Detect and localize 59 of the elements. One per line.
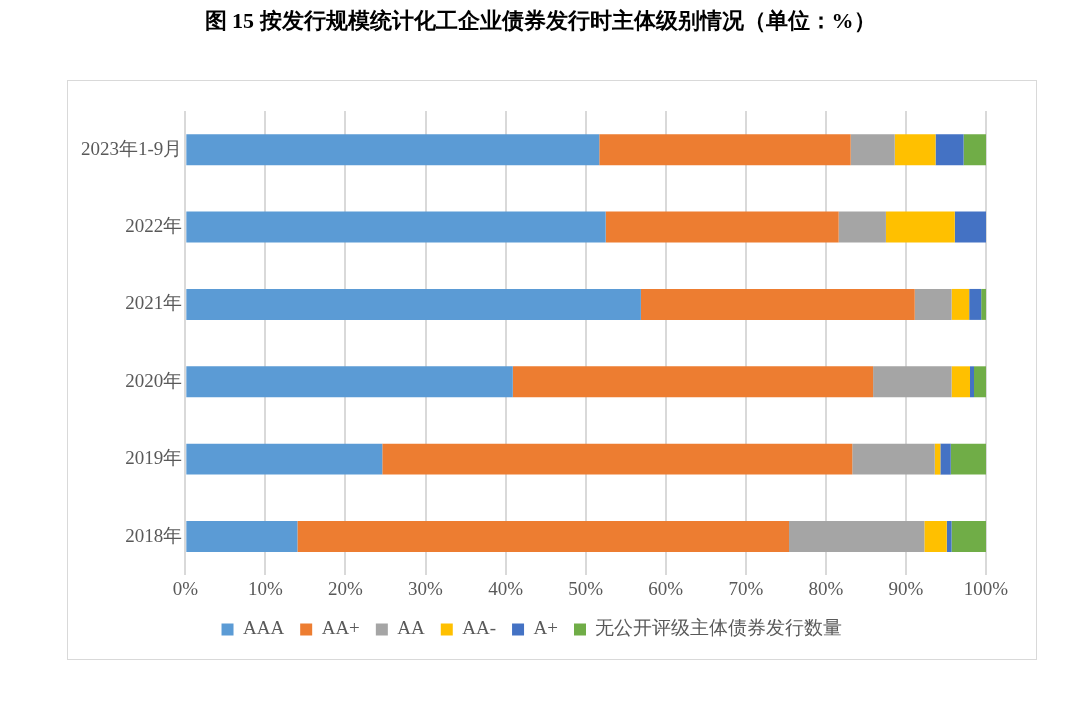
bar	[186, 134, 600, 166]
y-tick-label: 2020年	[125, 369, 183, 391]
x-tick-label: 80%	[808, 577, 844, 599]
bar	[934, 443, 941, 475]
x-tick-label: 100%	[963, 577, 1009, 599]
x-tick-label: 40%	[488, 577, 524, 599]
bar	[640, 288, 915, 320]
bar	[186, 521, 298, 552]
legend-label: AA	[397, 617, 426, 639]
bar	[512, 366, 874, 398]
bar	[951, 366, 970, 398]
bar	[789, 521, 925, 552]
bar	[981, 288, 986, 320]
x-tick-label: 20%	[328, 577, 364, 599]
bar	[873, 366, 952, 398]
bar	[924, 521, 947, 552]
y-tick-label: 2018年	[125, 524, 183, 546]
legend-label: 无公开评级主体债券发行数量	[595, 617, 843, 639]
y-tick-label: 2021年	[125, 292, 183, 314]
bar	[969, 288, 982, 320]
x-tick-label: 10%	[247, 577, 283, 599]
legend-label: AAA	[243, 617, 285, 639]
legend-label: AA+	[321, 617, 360, 639]
bar	[885, 211, 955, 243]
bar	[950, 443, 986, 475]
bar	[946, 521, 952, 552]
bar	[954, 211, 986, 243]
bar	[951, 288, 970, 320]
bar	[186, 288, 641, 320]
bar	[914, 288, 952, 320]
x-tick-label: 60%	[648, 577, 684, 599]
bar	[297, 521, 790, 552]
y-tick-label: 2019年	[125, 447, 183, 469]
bar	[186, 366, 513, 398]
bar	[973, 366, 986, 398]
bar	[951, 521, 986, 552]
bar	[894, 134, 936, 166]
y-tick-label: 2022年	[125, 215, 183, 237]
x-tick-label: 50%	[568, 577, 604, 599]
bar	[969, 366, 974, 398]
bar	[186, 443, 383, 475]
bar	[599, 134, 851, 166]
bar	[382, 443, 853, 475]
bar	[935, 134, 964, 166]
bar	[852, 443, 935, 475]
bar	[850, 134, 895, 166]
bar	[963, 134, 986, 166]
bar	[605, 211, 839, 243]
bar	[186, 211, 606, 243]
bar	[940, 443, 951, 475]
legend-label: A+	[533, 617, 558, 639]
x-tick-label: 90%	[888, 577, 924, 599]
legend-label: AA-	[462, 617, 497, 639]
x-tick-label: 0%	[172, 577, 199, 599]
bar	[838, 211, 886, 243]
y-tick-label: 2023年1-9月	[81, 137, 183, 159]
x-tick-label: 70%	[728, 577, 764, 599]
x-tick-label: 30%	[408, 577, 444, 599]
chart-title: 图 15 按发行规模统计化工企业债券发行时主体级别情况（单位：%）	[203, 7, 877, 35]
